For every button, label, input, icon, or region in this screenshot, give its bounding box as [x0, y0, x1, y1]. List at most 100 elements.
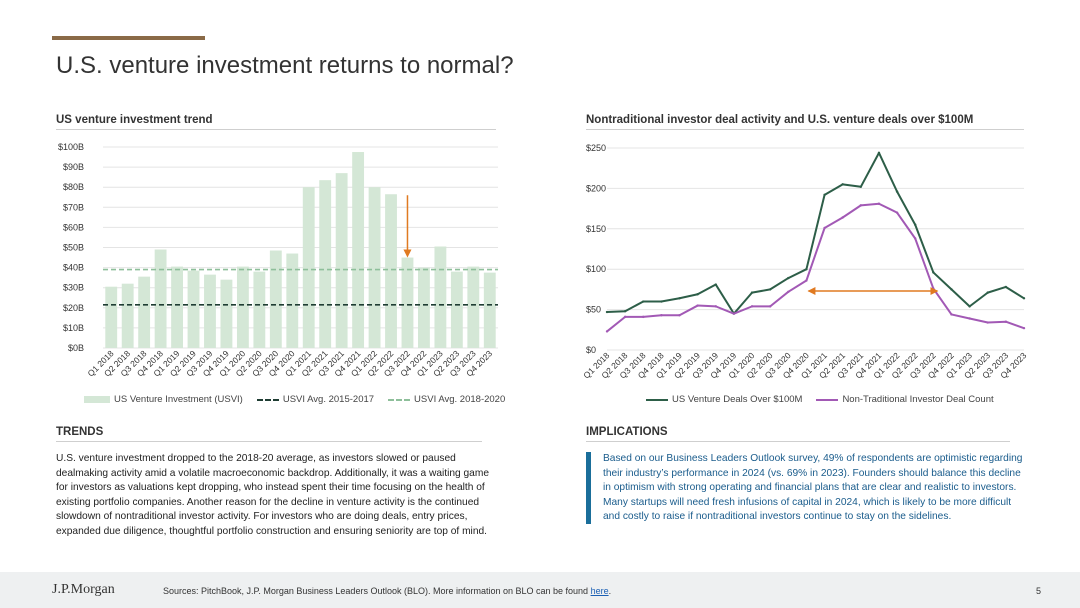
y-tick-label: $30B: [63, 283, 84, 293]
point-us-venture-deals-over-100m-q4-2018: [660, 300, 663, 303]
point-us-venture-deals-over-100m-q3-2018: [642, 300, 645, 303]
point-non-traditional-investor-deal-count-q2-2019: [696, 304, 699, 307]
point-us-venture-deals-over-100m-q3-2023: [1004, 285, 1008, 289]
implications-text: Based on our Business Leaders Outlook su…: [603, 453, 1023, 523]
bar-q3-2018: [138, 276, 151, 348]
bar-q2-2020: [253, 271, 266, 348]
point-non-traditional-investor-deal-count-q2-2023: [986, 321, 989, 324]
series-line-us-venture-deals-over-100m: [606, 151, 1025, 315]
bar-q4-2018: [154, 249, 167, 348]
legend-swatch-usvi: [84, 396, 110, 403]
point-us-venture-deals-over-100m-q2-2022: [914, 223, 917, 226]
trends-rule: [56, 441, 482, 442]
bar-q1-2023: [434, 246, 447, 348]
point-non-traditional-investor-deal-count-q4-2018: [660, 314, 663, 317]
point-non-traditional-investor-deal-count-q4-2021: [877, 202, 881, 205]
point-non-traditional-investor-deal-count-q1-2023: [968, 317, 971, 320]
point-us-venture-deals-over-100m-q1-2019: [678, 297, 681, 300]
point-us-venture-deals-over-100m-q4-2022: [950, 288, 953, 291]
footer-sources: Sources: PitchBook, J.P. Morgan Business…: [163, 586, 611, 596]
page-title: U.S. venture investment returns to norma…: [56, 52, 514, 79]
y-tick-label: $40B: [63, 263, 84, 273]
bar-q2-2021: [319, 180, 332, 348]
implications-rule: [586, 441, 1010, 442]
trends-text: U.S. venture investment dropped to the 2…: [56, 453, 489, 537]
bar-q4-2020: [286, 253, 299, 348]
bar-q1-2021: [302, 187, 315, 348]
title-accent-bar: [52, 36, 205, 40]
footer-bar: [0, 572, 1080, 608]
right-chart-title: Nontraditional investor deal activity an…: [586, 114, 974, 126]
point-us-venture-deals-over-100m-q2-2019: [696, 293, 699, 296]
legend-label-nontraditional-deal-count: Non-Traditional Investor Deal Count: [842, 394, 994, 405]
bar-q2-2023: [450, 271, 463, 348]
y-tick-label: $0: [586, 345, 596, 355]
point-us-venture-deals-over-100m-q3-2022: [932, 271, 935, 274]
bar-q4-2021: [352, 152, 365, 348]
bar-q1-2019: [171, 266, 183, 348]
legend-label-avg-2015-2017: USVI Avg. 2015-2017: [282, 394, 375, 405]
left-chart-title: US venture investment trend: [56, 114, 213, 126]
y-tick-label: $70B: [63, 202, 84, 212]
point-us-venture-deals-over-100m-q3-2020: [787, 276, 790, 280]
y-tick-label: $100: [586, 264, 606, 274]
legend-item-nontraditional-deal-count: Non-Traditional Investor Deal Count: [816, 394, 994, 405]
series-line-non-traditional-investor-deal-count: [606, 202, 1025, 333]
sources-suffix: .: [608, 586, 612, 596]
y-tick-label: $60B: [63, 222, 84, 232]
legend-item-deals-over-100m: US Venture Deals Over $100M: [646, 394, 802, 405]
point-us-venture-deals-over-100m-q2-2020: [768, 288, 772, 291]
legend-item-avg-2015-2017: USVI Avg. 2015-2017: [256, 394, 375, 405]
point-us-venture-deals-over-100m-q2-2018: [623, 310, 627, 313]
y-tick-label: $0B: [68, 343, 84, 353]
point-non-traditional-investor-deal-count-q3-2022: [932, 287, 935, 290]
point-non-traditional-investor-deal-count-q2-2020: [768, 305, 772, 308]
y-tick-label: $90B: [63, 162, 84, 172]
y-tick-label: $200: [586, 183, 606, 193]
point-us-venture-deals-over-100m-q4-2020: [805, 268, 808, 271]
legend-item-avg-2018-2020: USVI Avg. 2018-2020: [388, 394, 505, 405]
y-tick-label: $10B: [63, 323, 84, 333]
y-tick-label: $100B: [58, 142, 84, 152]
bar-q2-2022: [385, 194, 397, 348]
point-non-traditional-investor-deal-count-q2-2021: [841, 216, 844, 219]
point-us-venture-deals-over-100m-q1-2023: [968, 305, 971, 308]
right-chart-title-rule: [586, 129, 1024, 130]
y-tick-label: $150: [586, 224, 606, 234]
point-non-traditional-investor-deal-count-q3-2018: [642, 315, 645, 319]
legend-label-deals-over-100m: US Venture Deals Over $100M: [672, 394, 803, 405]
point-non-traditional-investor-deal-count-q3-2023: [1004, 320, 1008, 323]
page-number: 5: [1036, 586, 1042, 596]
point-us-venture-deals-over-100m-q1-2021: [823, 193, 826, 197]
legend-label-usvi: US Venture Investment (USVI): [114, 394, 243, 405]
point-us-venture-deals-over-100m-q1-2022: [895, 190, 899, 193]
legend-item-usvi: US Venture Investment (USVI): [84, 394, 243, 405]
bar-q4-2023: [483, 272, 496, 348]
point-us-venture-deals-over-100m-q1-2020: [750, 291, 754, 294]
point-non-traditional-investor-deal-count-q4-2023: [1022, 326, 1026, 330]
point-non-traditional-investor-deal-count-q1-2019: [678, 314, 681, 317]
trends-heading: TRENDS: [56, 426, 104, 438]
y-tick-label: $250: [586, 143, 606, 153]
bar-q2-2018: [121, 283, 134, 348]
point-non-traditional-investor-deal-count-q4-2020: [805, 279, 808, 282]
implications-heading: IMPLICATIONS: [586, 426, 668, 438]
legend-swatch-avg-2015-2017: [256, 398, 279, 401]
point-non-traditional-investor-deal-count-q1-2021: [823, 226, 826, 230]
point-non-traditional-investor-deal-count-q2-2018: [623, 315, 627, 319]
blo-link[interactable]: here: [590, 586, 609, 596]
legend-swatch-avg-2018-2020: [388, 398, 411, 401]
point-non-traditional-investor-deal-count-q3-2020: [787, 290, 790, 294]
left-chart-title-rule: [56, 129, 496, 130]
point-us-venture-deals-over-100m-q3-2019: [714, 283, 717, 286]
bar-q3-2022: [401, 257, 414, 348]
point-non-traditional-investor-deal-count-q1-2022: [895, 211, 899, 214]
jpmorgan-logo: J.P.Morgan: [52, 582, 115, 597]
y-tick-label: $50: [586, 305, 601, 315]
y-tick-label: $20B: [63, 303, 84, 313]
legend-swatch-deals-over-100m: [646, 398, 668, 401]
legend-swatch-nontraditional-deal-count: [816, 398, 839, 401]
bar-q3-2019: [204, 274, 216, 348]
legend-label-avg-2018-2020: USVI Avg. 2018-2020: [414, 394, 506, 405]
